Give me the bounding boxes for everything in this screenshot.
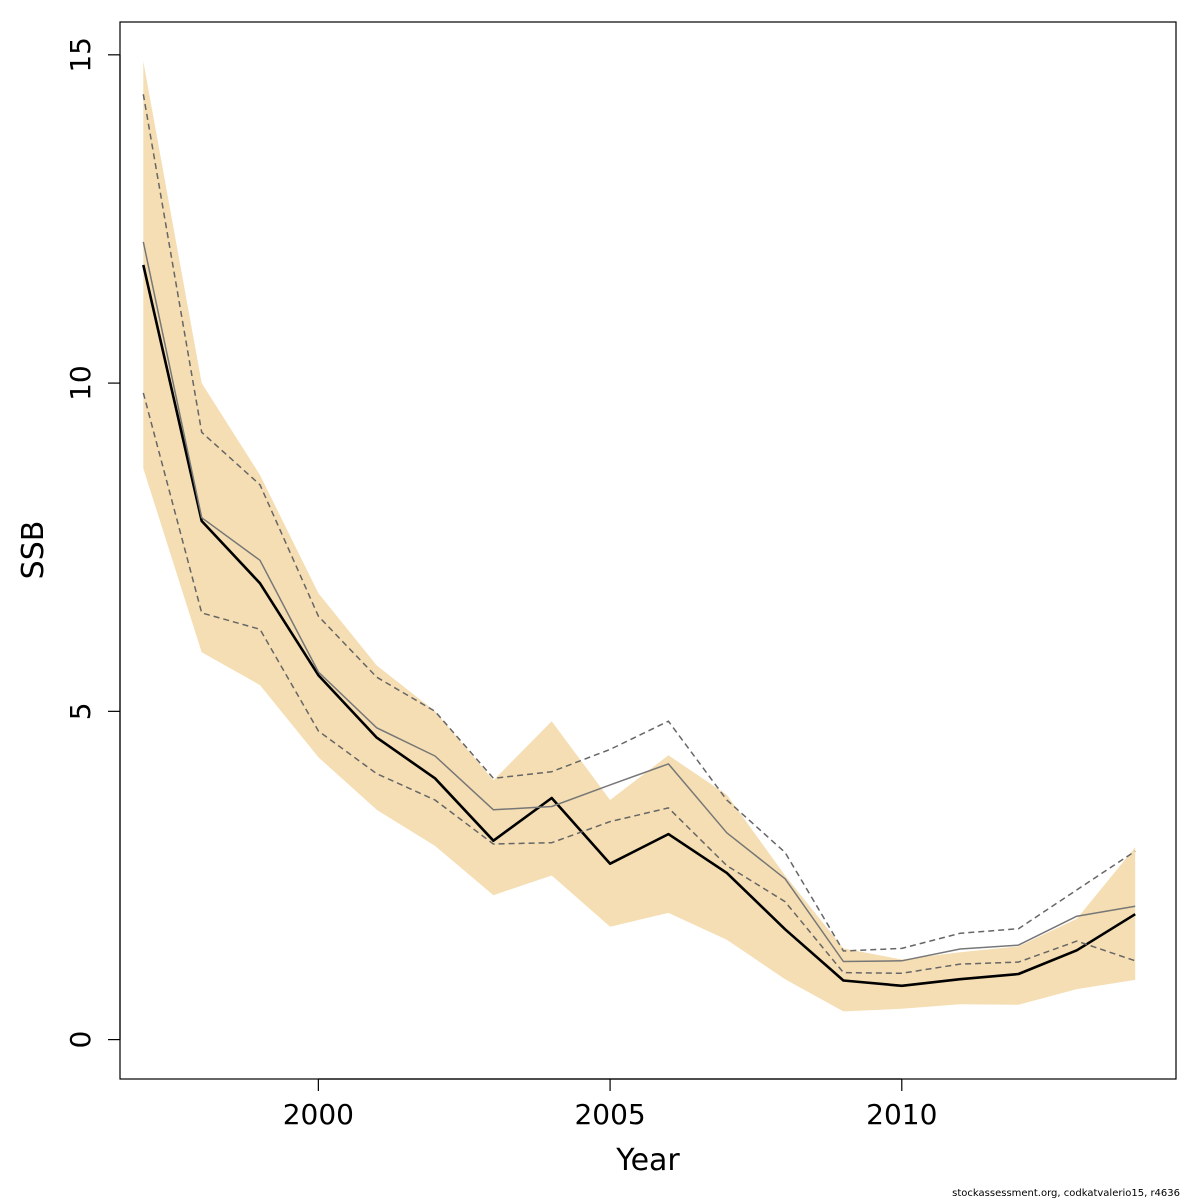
- y-tick-label: 10: [64, 365, 97, 401]
- x-tick-label: 2005: [574, 1098, 645, 1131]
- y-tick-label: 5: [64, 702, 97, 720]
- y-tick-label: 0: [64, 1031, 97, 1049]
- series-line-estimate: [142, 264, 1136, 988]
- x-tick-label: 2000: [283, 1098, 354, 1131]
- axes: 2000 2005 2010 0 5 10 15: [64, 37, 937, 1131]
- y-axis-title: SSB: [16, 521, 51, 580]
- series-line-alt-lower: [142, 392, 1136, 975]
- series-line-alt-upper: [142, 94, 1136, 952]
- x-axis-title: Year: [615, 1143, 680, 1178]
- x-tick-label: 2010: [866, 1098, 937, 1131]
- footnote: stockassessment.org, codkatvalerio15, r4…: [952, 1188, 1180, 1199]
- plot-area: [142, 61, 1136, 1012]
- series-line-alt-estimate: [142, 241, 1136, 963]
- y-tick-label: 15: [64, 37, 97, 73]
- confidence-band: [143, 61, 1136, 1012]
